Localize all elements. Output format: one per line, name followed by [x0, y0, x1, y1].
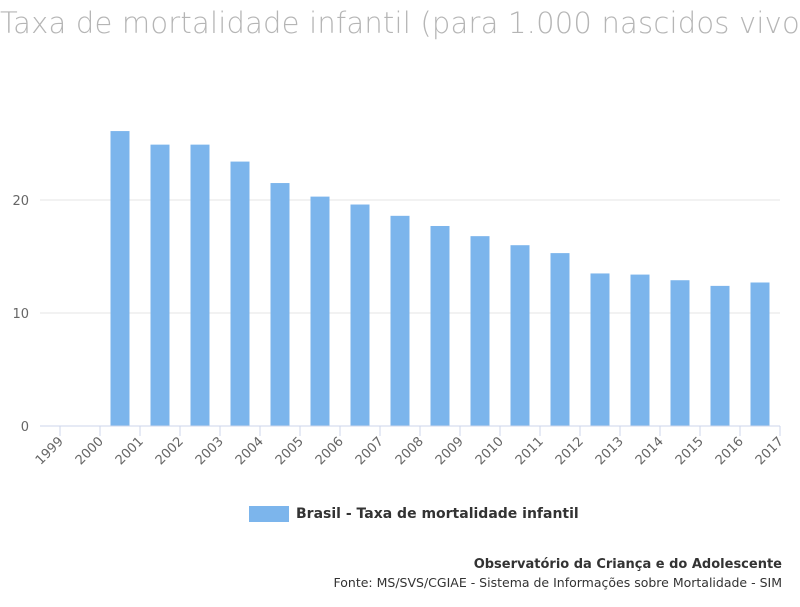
bar-2006[interactable]: [350, 204, 370, 426]
x-tick-label: 2007: [353, 434, 387, 468]
y-tick-label: 0: [21, 420, 29, 435]
credits: Observatório da Criança e do Adolescente…: [334, 556, 782, 592]
x-tick-label: 2002: [153, 434, 187, 468]
x-tick-label: 2009: [433, 434, 467, 468]
x-tick-label: 2016: [713, 434, 747, 468]
bar-2000[interactable]: [110, 131, 130, 426]
x-tick-label: 2014: [633, 434, 667, 468]
bar-2009[interactable]: [470, 236, 490, 426]
bar-2007[interactable]: [390, 215, 410, 426]
x-axis-labels: 1999 2000 2001 2002 2003 2004 2005 2006 2007 2008…: [33, 434, 787, 468]
bar-2004[interactable]: [270, 183, 290, 426]
legend-swatch: [249, 506, 289, 522]
y-tick-label: 10: [12, 307, 29, 322]
bar-2008[interactable]: [430, 225, 450, 426]
bar-2015[interactable]: [710, 285, 730, 426]
x-tick-label: 2008: [393, 434, 427, 468]
x-tick-label: 2012: [553, 434, 587, 468]
x-tick-label: 2005: [273, 434, 307, 468]
bar-2002[interactable]: [190, 144, 210, 426]
x-tick-label: 2003: [193, 434, 227, 468]
x-tick-label: 2015: [673, 434, 707, 468]
bar-2016[interactable]: [750, 282, 770, 426]
bar-2003[interactable]: [230, 161, 250, 426]
y-axis-labels: 0 10 20: [12, 194, 29, 435]
x-tick-label: 2004: [233, 434, 267, 468]
legend-label: Brasil - Taxa de mortalidade infantil: [296, 506, 579, 522]
bar-2001[interactable]: [150, 144, 170, 426]
bar-2012[interactable]: [590, 273, 610, 426]
bar-2011[interactable]: [550, 253, 570, 426]
bar-2013[interactable]: [630, 274, 650, 426]
chart-title: Taxa de mortalidade infantil (para 1.000…: [0, 6, 800, 40]
legend[interactable]: Brasil - Taxa de mortalidade infantil: [249, 506, 579, 522]
credits-organization: Observatório da Criança e do Adolescente: [473, 557, 782, 572]
x-tick-label: 2000: [73, 434, 107, 468]
x-tick-label: 2011: [513, 434, 547, 468]
x-tick-label: 2013: [593, 434, 627, 468]
bar-2014[interactable]: [670, 280, 690, 426]
bars: [110, 131, 770, 426]
y-tick-label: 20: [12, 194, 29, 209]
x-tick-label: 2006: [313, 434, 347, 468]
x-tick-label: 1999: [33, 434, 67, 468]
credits-source: Fonte: MS/SVS/CGIAE - Sistema de Informa…: [333, 575, 782, 590]
bar-2010[interactable]: [510, 245, 530, 426]
x-tick-label: 2017: [753, 434, 787, 468]
x-axis-ticks: [59, 426, 781, 436]
x-tick-label: 2001: [113, 434, 147, 468]
x-tick-label: 2010: [473, 434, 507, 468]
bar-2005[interactable]: [310, 196, 330, 426]
